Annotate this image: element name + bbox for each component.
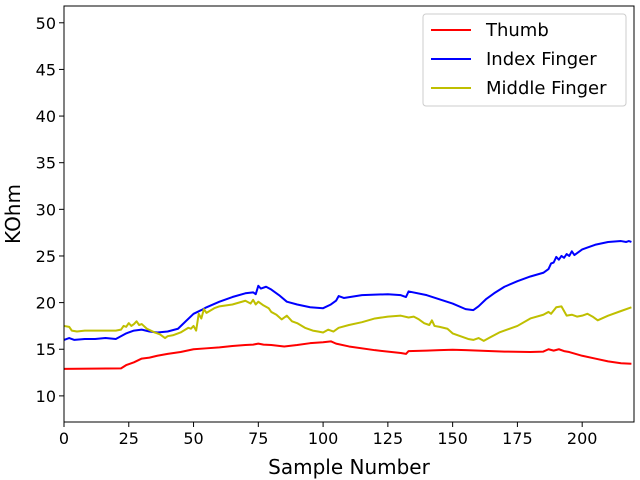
y-tick-label: 35: [36, 154, 56, 173]
legend-label-index-finger: Index Finger: [486, 49, 597, 70]
legend-label-middle-finger: Middle Finger: [486, 78, 607, 99]
y-tick-label: 25: [36, 247, 56, 266]
series-line-middle-finger: [63, 298, 632, 342]
x-axis-ticks: 0 25 50 75 100 125 150 175 200: [59, 422, 598, 448]
y-axis-label: KOhm: [1, 184, 25, 244]
x-tick-label: 150: [437, 429, 468, 448]
x-tick-label: 100: [308, 429, 339, 448]
x-tick-label: 200: [567, 429, 598, 448]
x-tick-label: 75: [248, 429, 268, 448]
series-line-thumb: [63, 340, 632, 370]
y-tick-label: 50: [36, 14, 56, 33]
series-layer: [63, 240, 632, 370]
y-tick-label: 45: [36, 60, 56, 79]
x-tick-label: 50: [183, 429, 203, 448]
y-axis-ticks: 10 15 20 25 30 35 40 45 50: [36, 14, 64, 406]
x-tick-label: 25: [119, 429, 139, 448]
y-tick-label: 10: [36, 387, 56, 406]
y-tick-label: 40: [36, 107, 56, 126]
legend-label-thumb: Thumb: [485, 20, 549, 41]
legend: Thumb Index Finger Middle Finger: [422, 13, 627, 107]
y-tick-label: 15: [36, 340, 56, 359]
series-line-index-finger: [63, 240, 632, 341]
y-tick-label: 30: [36, 200, 56, 219]
x-tick-label: 0: [59, 429, 69, 448]
x-tick-label: 175: [502, 429, 533, 448]
plot-frame: [63, 5, 635, 423]
x-tick-label: 125: [373, 429, 404, 448]
y-tick-label: 20: [36, 294, 56, 313]
x-axis-label: Sample Number: [268, 455, 430, 479]
legend-box: [422, 13, 627, 107]
